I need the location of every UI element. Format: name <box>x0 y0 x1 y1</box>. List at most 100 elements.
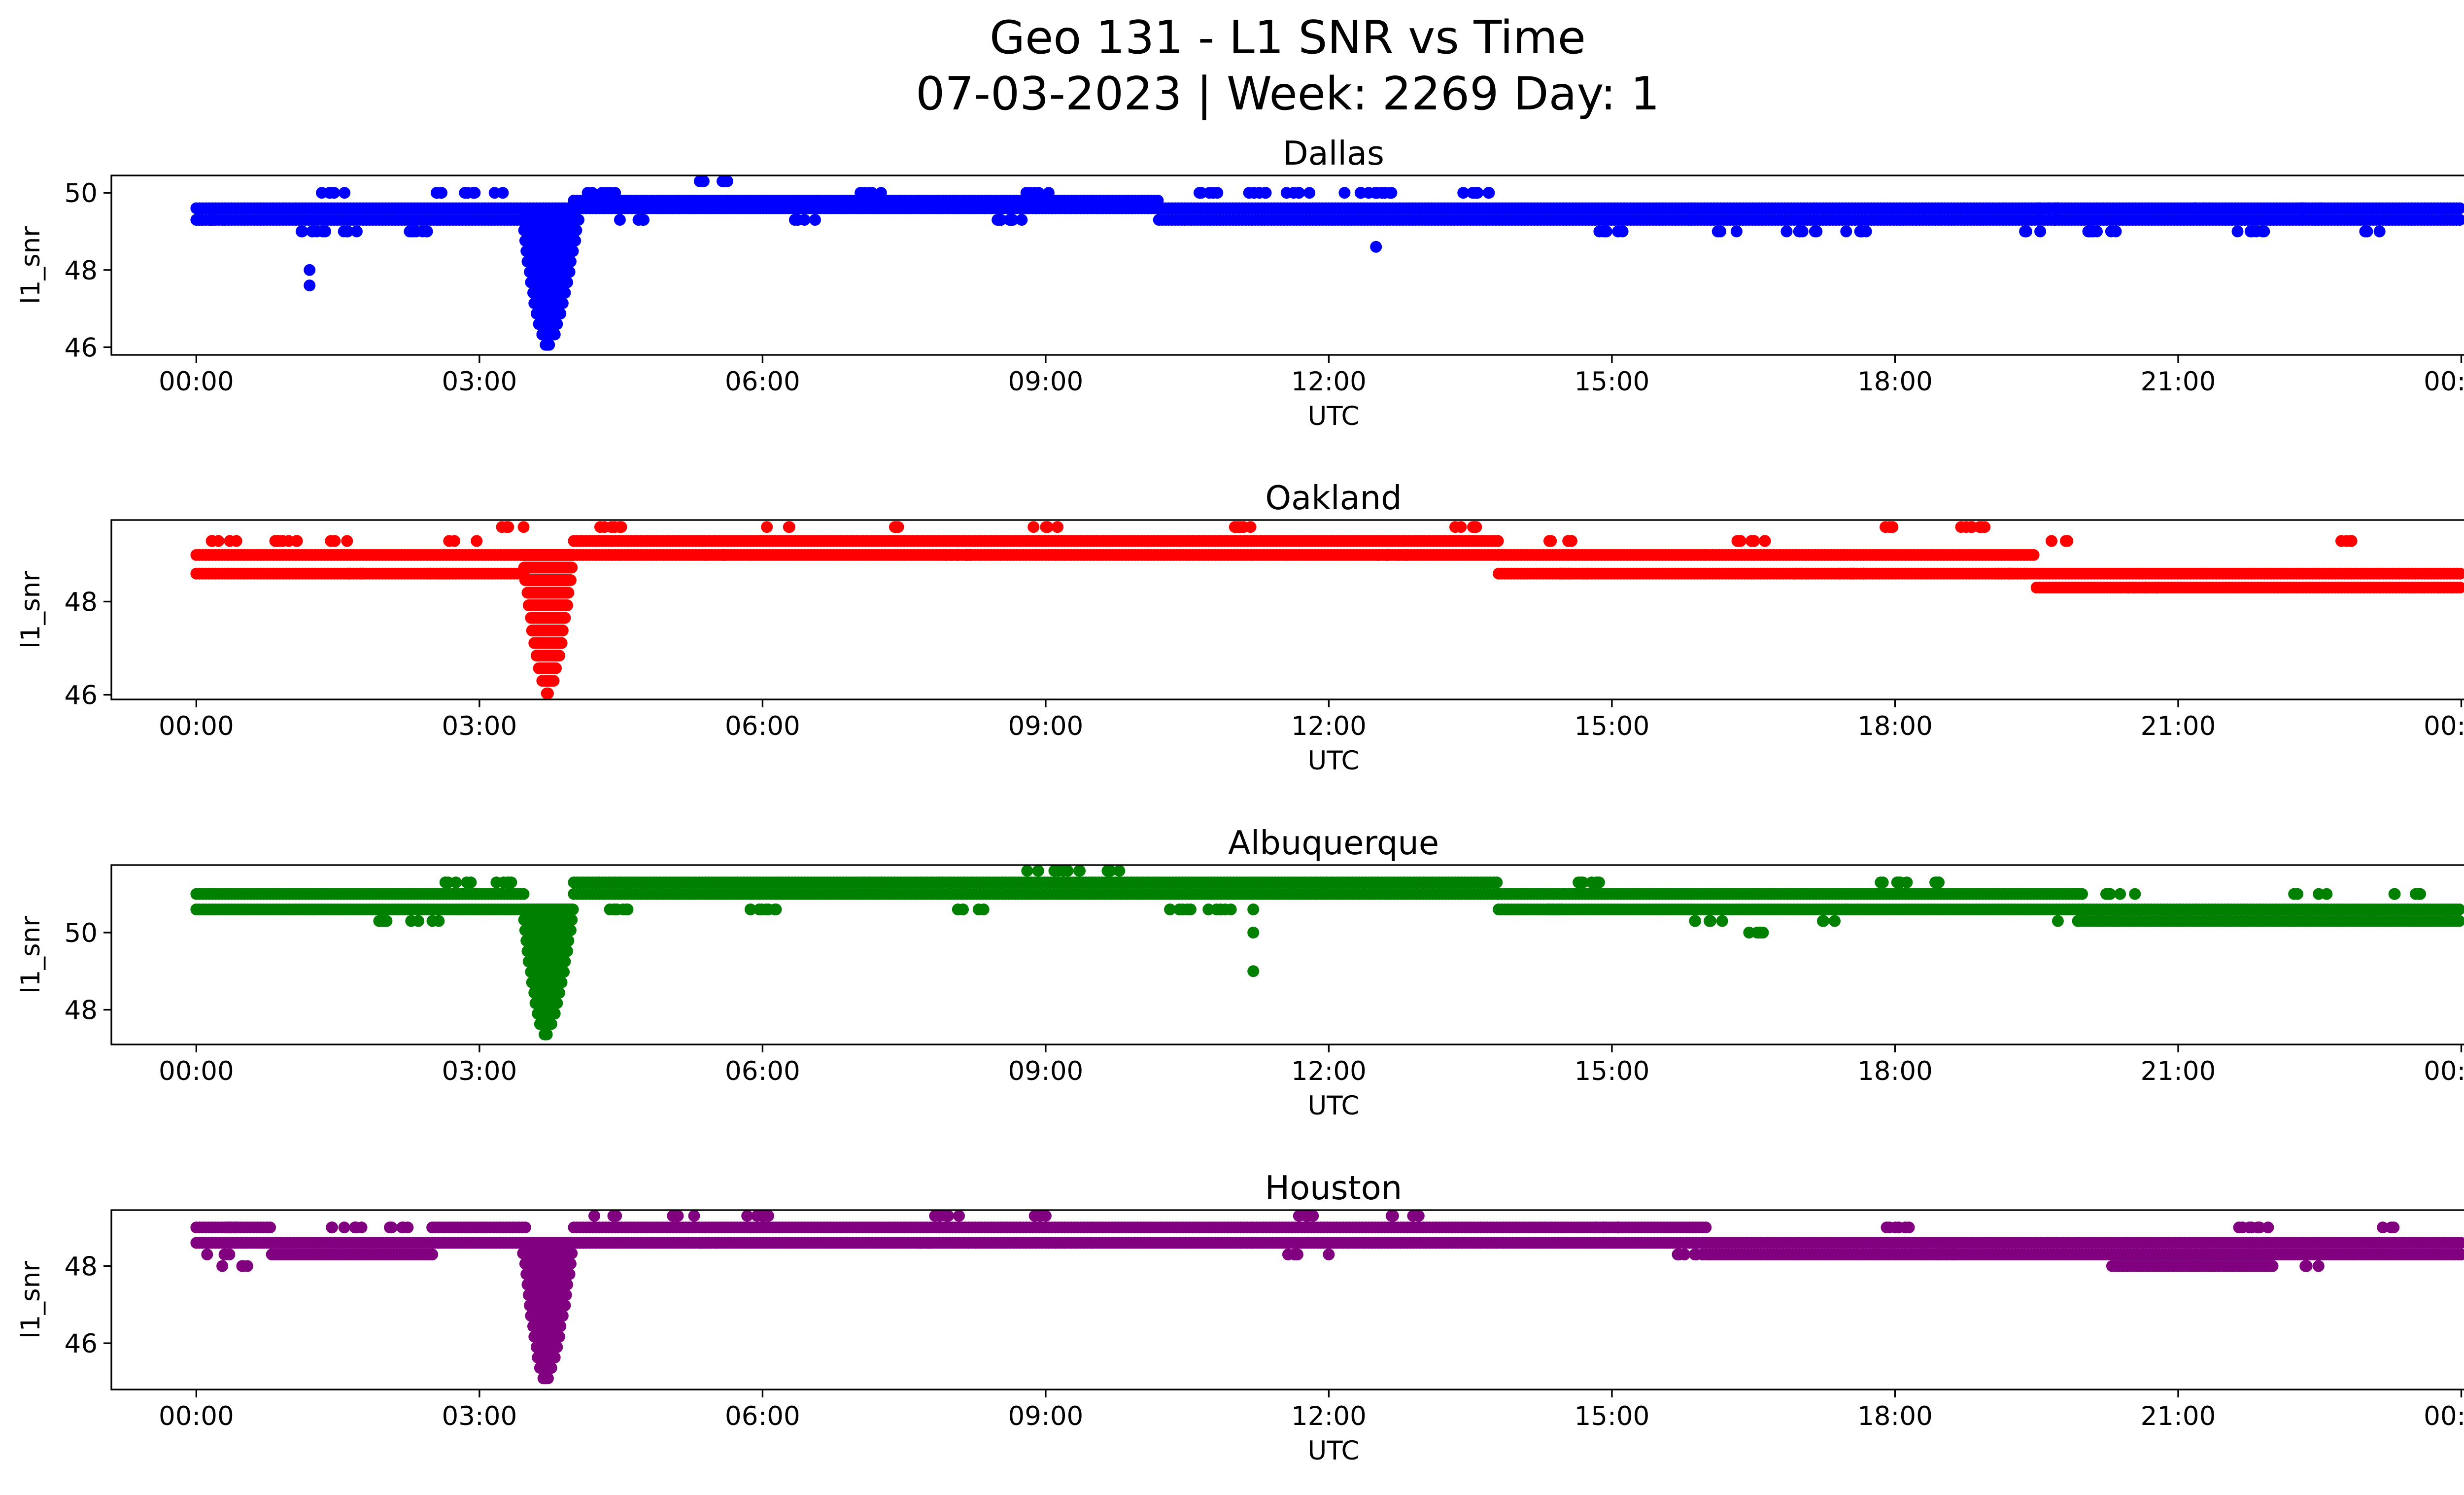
data-point <box>561 276 573 288</box>
axes-frame <box>110 519 2464 700</box>
data-point <box>342 225 354 238</box>
data-point <box>517 888 530 900</box>
data-point <box>1244 521 1257 533</box>
data-point <box>206 214 219 226</box>
x-tick-label: 15:00 <box>1574 367 1650 397</box>
data-point <box>553 650 565 662</box>
data-point <box>355 567 368 580</box>
data-point <box>720 175 733 187</box>
y-tick-label: 48 <box>65 587 98 617</box>
data-point <box>1482 187 1495 199</box>
data-point <box>569 235 582 247</box>
data-point <box>1612 225 1624 238</box>
data-point <box>1558 567 1571 580</box>
data-point <box>563 266 576 278</box>
y-axis-label: l1_snr <box>16 226 46 304</box>
data-point <box>450 567 462 580</box>
data-point <box>2019 567 2031 580</box>
x-tick-label: 06:00 <box>725 711 800 741</box>
data-point <box>2189 202 2201 214</box>
data-point <box>542 687 554 699</box>
data-point <box>566 561 578 574</box>
x-tick-label: 12:00 <box>1291 367 1367 397</box>
data-point <box>2043 202 2055 214</box>
x-tick-label: 18:00 <box>1857 711 1933 741</box>
x-tick-label: 00:00 <box>159 711 234 741</box>
data-point <box>2373 225 2386 238</box>
data-point <box>559 287 571 299</box>
data-point <box>567 245 579 257</box>
data-point <box>2345 535 2357 547</box>
data-point <box>471 535 483 547</box>
data-point <box>1280 187 1293 199</box>
subplot-title: Dallas <box>1283 134 1384 173</box>
data-point <box>1042 187 1055 199</box>
data-point <box>1469 187 1481 199</box>
data-point <box>573 214 584 226</box>
x-tick-label: 09:00 <box>1008 367 1084 397</box>
data-point <box>1401 549 1413 561</box>
data-point <box>1491 876 1503 889</box>
data-point <box>218 214 231 226</box>
data-point <box>1600 225 1612 238</box>
data-point <box>1543 535 1555 547</box>
x-tick-label: 06:00 <box>725 367 800 397</box>
data-point <box>295 225 308 238</box>
x-axis-label: UTC <box>1307 746 1359 776</box>
data-point <box>1355 187 1367 199</box>
data-point <box>1759 535 1771 547</box>
data-point <box>961 549 973 561</box>
data-point <box>1748 535 1760 547</box>
data-point <box>230 535 242 547</box>
x-tick-label: 03:00 <box>442 711 517 741</box>
data-point <box>2454 214 2464 226</box>
data-point <box>344 567 356 580</box>
data-point <box>2034 225 2047 238</box>
data-point <box>323 187 336 199</box>
data-point <box>2315 202 2327 214</box>
axes-frame <box>110 174 2464 356</box>
data-point <box>550 662 562 674</box>
data-point <box>564 574 577 586</box>
data-point <box>567 549 579 561</box>
data-point <box>1780 225 1793 238</box>
data-point <box>311 225 323 238</box>
data-point <box>1455 521 1467 533</box>
data-point <box>551 318 563 330</box>
data-point <box>992 214 1004 226</box>
x-tick-label: 03:00 <box>442 367 517 397</box>
data-point <box>1467 521 1479 533</box>
y-tick-label: 48 <box>65 256 98 286</box>
data-point <box>784 521 795 533</box>
data-point <box>556 297 569 310</box>
data-points <box>190 521 2464 699</box>
data-point <box>863 187 875 199</box>
data-point <box>497 187 509 199</box>
data-point <box>2258 225 2270 238</box>
data-point <box>420 225 432 238</box>
data-point <box>561 599 573 611</box>
data-point <box>1382 549 1394 561</box>
data-point <box>1385 187 1398 199</box>
data-point <box>809 214 821 226</box>
data-point <box>1811 225 1823 238</box>
data-points <box>190 865 2464 1041</box>
data-point <box>406 225 418 238</box>
data-point <box>2407 582 2419 594</box>
data-point <box>1993 567 2005 580</box>
data-point <box>2019 225 2031 238</box>
data-point <box>1965 521 1977 533</box>
data-point <box>2454 567 2464 580</box>
data-point <box>2295 202 2307 214</box>
subplot-title: Albuquerque <box>1228 824 1439 862</box>
data-point <box>1795 567 1807 580</box>
data-point <box>2418 582 2430 594</box>
data-point <box>1562 535 1574 547</box>
data-point <box>304 264 316 276</box>
data-point <box>1955 521 1967 533</box>
data-point <box>875 187 887 199</box>
data-point <box>2033 202 2045 214</box>
